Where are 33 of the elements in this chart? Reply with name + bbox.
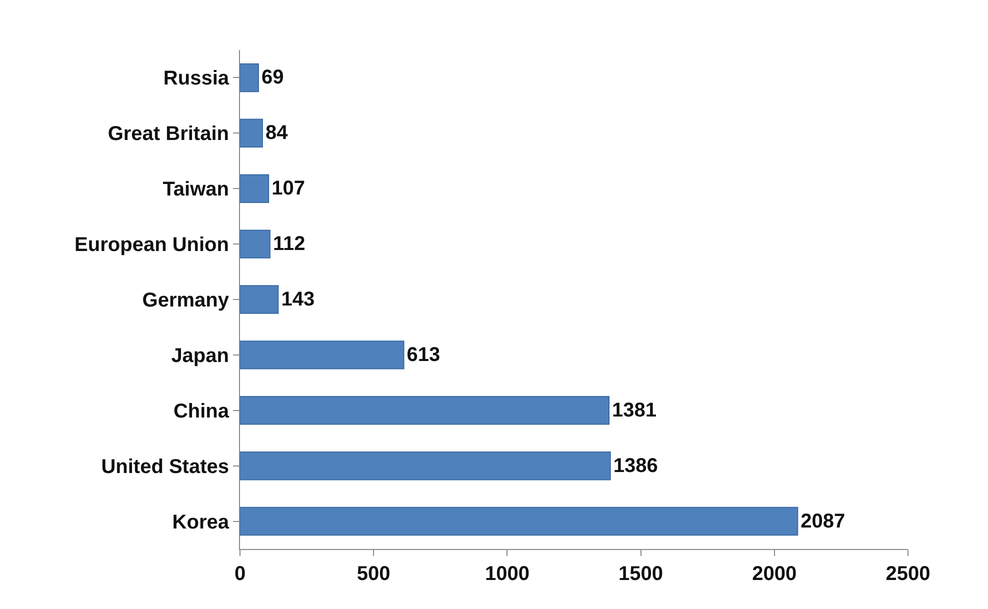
data-label: 69 xyxy=(261,66,284,89)
y-tick-label: European Union xyxy=(74,234,229,256)
x-tick-label: 500 xyxy=(356,563,390,585)
y-tick-label: China xyxy=(173,400,230,422)
x-tick-label: 2000 xyxy=(752,563,797,585)
data-label: 1386 xyxy=(613,454,658,477)
bar xyxy=(240,340,404,370)
y-tick-label: Japan xyxy=(171,344,229,367)
bar xyxy=(240,396,610,425)
y-tick-label: Korea xyxy=(172,511,230,534)
x-tick-label: 1000 xyxy=(484,563,530,585)
data-label: 1381 xyxy=(612,399,656,422)
bar xyxy=(240,451,611,480)
y-tick-label: United States xyxy=(101,456,229,478)
y-tick-label: Great Britain xyxy=(108,123,229,146)
data-label: 143 xyxy=(281,288,315,310)
bar xyxy=(240,174,270,203)
x-tick-label: 1500 xyxy=(618,563,664,585)
x-tick-label: 0 xyxy=(234,563,246,585)
bar xyxy=(240,118,263,148)
bar xyxy=(240,506,798,536)
data-label: 2087 xyxy=(800,510,846,532)
bar xyxy=(240,230,270,258)
y-tick-label: Russia xyxy=(163,68,230,90)
y-tick-label: Germany xyxy=(142,290,230,312)
data-label: 84 xyxy=(265,122,289,144)
data-label: 613 xyxy=(406,344,440,366)
data-label: 112 xyxy=(272,233,306,256)
bar xyxy=(240,285,279,314)
x-tick-label: 2500 xyxy=(886,563,930,585)
y-tick-label: Taiwan xyxy=(162,178,229,201)
data-label: 107 xyxy=(272,178,305,200)
bar xyxy=(240,63,259,92)
